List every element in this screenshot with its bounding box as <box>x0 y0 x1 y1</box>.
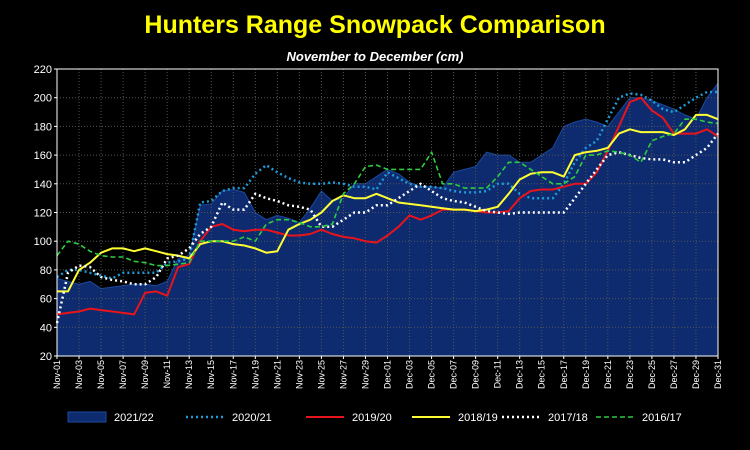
y-tick-label: 100 <box>34 236 52 248</box>
x-tick-label: Dec-13 <box>515 360 525 389</box>
x-tick-label: Dec-23 <box>625 360 635 389</box>
x-tick-label: Nov-09 <box>140 360 150 389</box>
y-tick-label: 40 <box>40 322 52 334</box>
x-tick-label: Dec-01 <box>383 360 393 389</box>
x-tick-label: Nov-07 <box>118 360 128 389</box>
legend-label-2020-21: 2020/21 <box>232 412 272 424</box>
x-tick-label: Nov-11 <box>162 360 172 388</box>
x-tick-label: Nov-15 <box>206 360 216 389</box>
y-tick-label: 120 <box>34 208 52 220</box>
legend-label-2019-20: 2019/20 <box>352 412 392 424</box>
x-tick-label: Nov-03 <box>74 360 84 389</box>
x-tick-label: Nov-29 <box>360 360 370 389</box>
series-2018-19-line <box>57 113 719 293</box>
x-tick-label: Nov-01 <box>52 360 62 389</box>
x-tick-label: Nov-25 <box>316 360 326 389</box>
y-tick-label: 160 <box>34 150 52 162</box>
x-tick-label: Nov-17 <box>228 360 238 389</box>
x-tick-label: Nov-19 <box>250 360 260 389</box>
x-tick-label: Dec-09 <box>471 360 481 389</box>
x-tick-label: Dec-03 <box>405 360 415 389</box>
legend: 2021/22 2020/21 2019/20 2018/19 2017/18 2016/… <box>67 411 682 424</box>
y-tick-label: 20 <box>40 351 52 363</box>
y-tick-label: 80 <box>40 265 52 277</box>
x-tick-label: Dec-27 <box>669 360 679 389</box>
x-tick-label: Dec-31 <box>713 360 723 389</box>
chart-title: Hunters Range Snowpack Comparison <box>144 11 605 39</box>
series-2017-18-line <box>55 132 719 324</box>
x-tick-label: Dec-11 <box>493 360 503 388</box>
y-tick-label: 60 <box>40 294 52 306</box>
x-tick-label: Dec-05 <box>427 360 437 389</box>
x-tick-label: Dec-19 <box>581 360 591 389</box>
legend-label-2016-17: 2016/17 <box>642 412 682 424</box>
x-tick-label: Dec-07 <box>449 360 459 389</box>
x-tick-label: Nov-13 <box>184 360 194 389</box>
x-tick-label: Dec-17 <box>559 360 569 389</box>
y-tick-label: 200 <box>34 93 52 105</box>
chart-subtitle: November to December (cm) <box>287 49 464 64</box>
y-tick-label: 140 <box>34 179 52 191</box>
x-tick-label: Nov-23 <box>294 360 304 389</box>
series-2016-17-line <box>56 118 719 267</box>
legend-swatch-2021-22 <box>67 411 107 423</box>
legend-label-2018-19: 2018/19 <box>458 412 498 424</box>
x-tick-label: Dec-25 <box>647 360 657 389</box>
y-tick-label: 220 <box>34 64 52 76</box>
y-tick-label: 180 <box>34 121 52 133</box>
x-tick-label: Nov-27 <box>338 360 348 389</box>
x-tick-label: Nov-21 <box>272 360 282 389</box>
plot-area: 20 40 60 80 100 120 140 160 180 200 220 Nov-01 Nov-0… <box>34 64 723 389</box>
legend-label-2017-18: 2017/18 <box>548 412 588 424</box>
x-tick-label: Nov-05 <box>96 360 106 389</box>
x-tick-label: Dec-15 <box>537 360 547 389</box>
legend-label-2021-22: 2021/22 <box>114 412 154 424</box>
x-tick-label: Dec-29 <box>691 360 701 389</box>
x-tick-label: Dec-21 <box>603 360 613 389</box>
